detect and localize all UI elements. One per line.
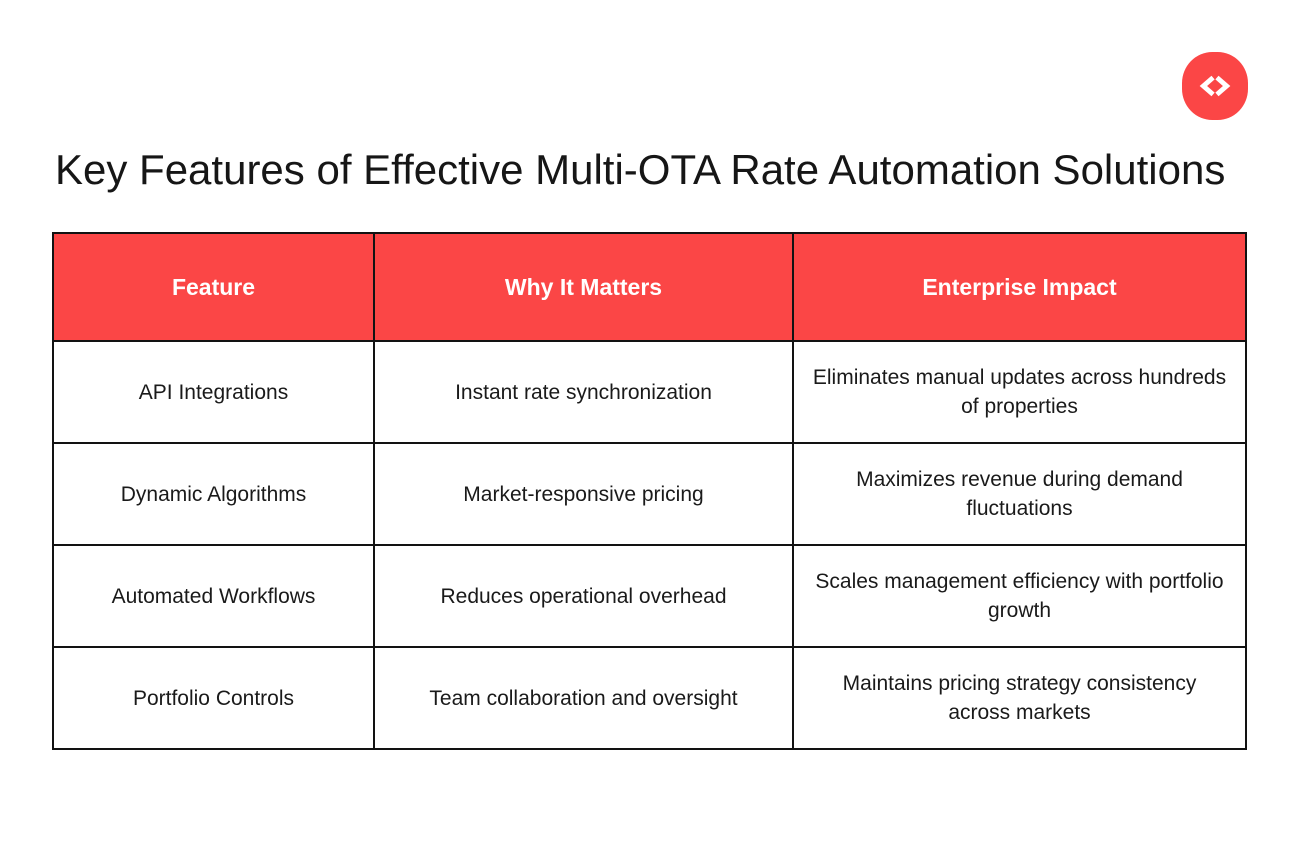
cell-feature: Automated Workflows [52, 544, 375, 648]
table-row: Dynamic Algorithms Market-responsive pri… [52, 442, 1247, 546]
cell-enterprise-impact: Eliminates manual updates across hundred… [792, 340, 1247, 444]
cell-enterprise-impact: Maintains pricing strategy consistency a… [792, 646, 1247, 750]
table-row: API Integrations Instant rate synchroniz… [52, 340, 1247, 444]
page-title: Key Features of Effective Multi-OTA Rate… [55, 146, 1226, 193]
column-header-feature: Feature [52, 232, 375, 342]
cell-enterprise-impact: Scales management efficiency with portfo… [792, 544, 1247, 648]
logo-badge [1182, 52, 1248, 120]
features-table: Feature Why It Matters Enterprise Impact… [52, 232, 1247, 750]
column-header-why-it-matters: Why It Matters [373, 232, 794, 342]
code-brackets-icon [1193, 64, 1237, 108]
table-row: Portfolio Controls Team collaboration an… [52, 646, 1247, 750]
column-header-enterprise-impact: Enterprise Impact [792, 232, 1247, 342]
cell-feature: API Integrations [52, 340, 375, 444]
cell-feature: Dynamic Algorithms [52, 442, 375, 546]
table-row: Automated Workflows Reduces operational … [52, 544, 1247, 648]
cell-why-it-matters: Reduces operational overhead [373, 544, 794, 648]
cell-enterprise-impact: Maximizes revenue during demand fluctuat… [792, 442, 1247, 546]
cell-why-it-matters: Team collaboration and oversight [373, 646, 794, 750]
table-header-row: Feature Why It Matters Enterprise Impact [52, 232, 1247, 342]
cell-feature: Portfolio Controls [52, 646, 375, 750]
cell-why-it-matters: Market-responsive pricing [373, 442, 794, 546]
cell-why-it-matters: Instant rate synchronization [373, 340, 794, 444]
